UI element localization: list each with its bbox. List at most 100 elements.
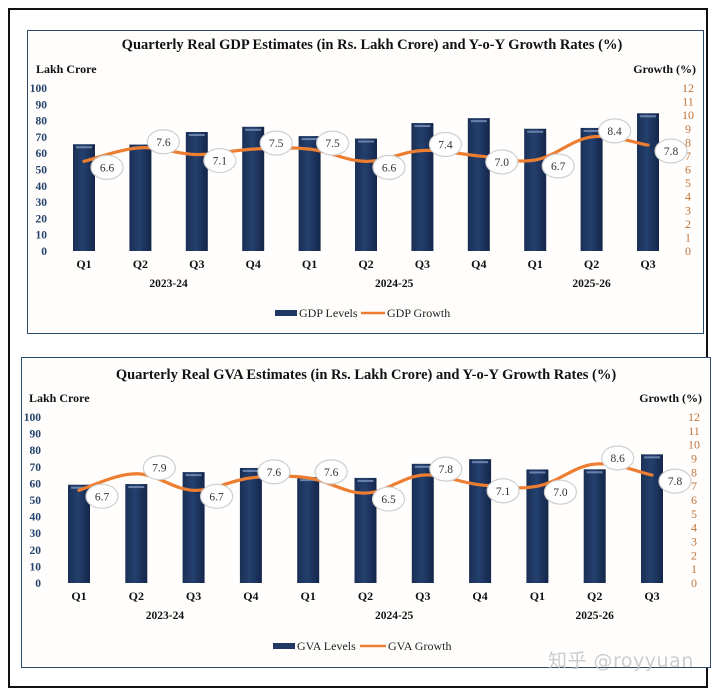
gva-right-tick-label: 2 [691, 548, 697, 562]
gva-bar-body [469, 459, 492, 583]
gva-growth-data-label: 7.1 [486, 478, 520, 504]
gdp-data-label-bubble [485, 149, 519, 175]
gva-bar [68, 484, 90, 583]
gdp-bar-highlight [527, 130, 544, 133]
gdp-year-group-label: 2024-25 [375, 278, 414, 290]
gva-x-tick-label: Q4 [243, 589, 258, 603]
gva-bar-body [411, 463, 434, 583]
gdp-right-tick-label: 10 [682, 108, 694, 122]
gva-bar [469, 459, 492, 583]
gva-left-tick-label: 50 [30, 495, 42, 507]
gva-data-label-bubble [486, 478, 520, 504]
gdp-bar-highlight [245, 128, 262, 131]
gdp-right-tick-label: 12 [682, 81, 694, 95]
gdp-data-label-text: 6.6 [382, 162, 397, 174]
gdp-right-tick-label: 9 [685, 122, 691, 136]
gdp-data-label-bubble [428, 131, 462, 158]
gva-data-label-text: 7.6 [267, 467, 282, 479]
gva-right-tick-label: 5 [691, 507, 697, 521]
gva-data-label-bubble [371, 486, 406, 512]
gva-bar-body [354, 477, 377, 583]
gva-bar [182, 472, 205, 583]
gva-right-axis-title: Growth (%) [639, 391, 702, 405]
gdp-data-label-bubble [372, 154, 406, 180]
gva-bar [125, 484, 148, 583]
gva-data-label-text: 7.0 [553, 487, 568, 499]
gva-bar-highlight [644, 456, 660, 459]
gva-data-label-text: 7.8 [439, 464, 454, 476]
gdp-bar-body [524, 128, 547, 251]
gdp-data-label-bubble [90, 154, 124, 180]
gva-growth-data-label: 7.8 [429, 456, 463, 482]
gdp-bar [637, 113, 659, 251]
gdp-bar-body [580, 127, 603, 251]
gdp-bar [411, 123, 434, 251]
gva-right-tick-label: 6 [691, 493, 697, 507]
gva-data-label-bubble [429, 456, 463, 482]
gdp-bar-body [637, 113, 659, 251]
gdp-left-tick-label: 20 [36, 213, 48, 225]
gdp-bar [467, 118, 490, 251]
gdp-bar-body [298, 136, 321, 251]
gdp-bar-highlight [358, 140, 374, 143]
gdp-x-tick-label: Q3 [189, 257, 204, 271]
gva-left-tick-label: 80 [30, 445, 42, 457]
gva-data-label-bubble [658, 468, 692, 494]
gva-right-tick-label: 7 [691, 479, 697, 493]
gdp-bar-body [355, 138, 377, 251]
gva-right-tick-label: 1 [691, 562, 697, 576]
gva-right-tick-label: 9 [691, 452, 697, 466]
gdp-data-label-bubble [597, 118, 632, 144]
gva-bar-highlight [242, 469, 259, 472]
gdp-x-tick-label: Q3 [415, 257, 430, 271]
gdp-bar [355, 138, 377, 251]
gva-legend: GVA Levels GVA Growth [273, 639, 451, 653]
gdp-growth-data-label: 7.8 [654, 138, 688, 164]
gdp-growth-data-label: 6.7 [541, 153, 575, 179]
gva-plot-area: 01020304050607080901000123456789101112Q1… [24, 410, 700, 622]
gva-bar-highlight [185, 474, 202, 477]
gva-bar-highlight [300, 479, 317, 482]
gdp-growth-data-label: 6.6 [372, 154, 406, 180]
gdp-growth-data-label: 7.5 [316, 130, 350, 156]
gdp-x-tick-label: Q2 [133, 257, 148, 271]
gdp-growth-data-label: 7.1 [203, 147, 237, 174]
gva-data-label-text: 8.6 [611, 453, 626, 465]
gva-bar-body [239, 467, 262, 583]
gdp-data-label-text: 7.5 [325, 138, 340, 150]
gva-year-group-label: 2025-26 [576, 610, 615, 622]
gdp-x-tick-label: Q1 [528, 257, 543, 271]
gdp-bar-body [411, 123, 434, 251]
gdp-bar [73, 144, 95, 251]
gva-bar-highlight [357, 479, 374, 482]
gva-data-label-bubble [257, 459, 291, 485]
gva-x-tick-label: Q4 [472, 589, 487, 603]
gdp-left-tick-label: 50 [36, 165, 48, 177]
gva-x-tick-label: Q1 [71, 589, 86, 603]
gva-data-label-text: 7.9 [152, 463, 167, 475]
gdp-year-group-label: 2025-26 [572, 278, 611, 290]
gva-bar-body [125, 484, 148, 583]
gdp-data-label-text: 7.4 [438, 139, 453, 151]
gdp-left-tick-label: 60 [36, 148, 48, 160]
gdp-year-group-label: 2023-24 [149, 278, 188, 290]
gva-year-group-label: 2024-25 [375, 610, 414, 622]
gdp-right-tick-label: 5 [685, 176, 691, 190]
gdp-bar [524, 128, 547, 251]
gva-growth-data-label: 6.5 [371, 486, 406, 512]
gva-left-axis-title: Lakh Crore [29, 391, 90, 405]
gva-growth-data-label: 6.7 [200, 483, 234, 509]
gva-bar-body [68, 484, 90, 583]
gva-right-tick-label: 11 [688, 424, 700, 438]
gdp-bar-highlight [640, 115, 656, 118]
gdp-right-tick-label: 4 [685, 190, 691, 204]
gdp-bar-highlight [188, 134, 205, 137]
gva-data-label-bubble [142, 455, 176, 481]
gdp-bar [298, 136, 321, 251]
gva-growth-data-label: 8.6 [601, 445, 635, 471]
gva-x-tick-label: Q3 [415, 589, 430, 603]
gva-right-tick-label: 3 [691, 535, 697, 549]
gva-legend-bar-swatch [273, 643, 295, 649]
gva-data-label-bubble [601, 445, 635, 471]
gdp-legend: GDP Levels GDP Growth [275, 306, 450, 320]
